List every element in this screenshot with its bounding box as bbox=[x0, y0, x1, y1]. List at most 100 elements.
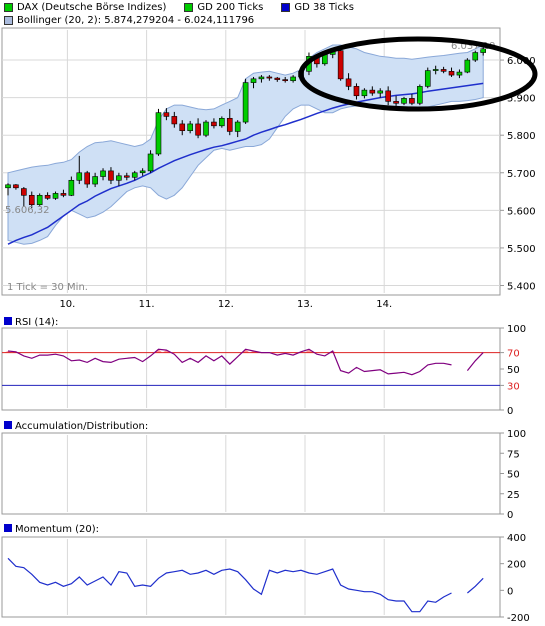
candle bbox=[480, 46, 487, 56]
candle-body bbox=[472, 52, 479, 61]
price-x-axis: 10. 11. 12. 13. 14. bbox=[59, 299, 392, 310]
candle bbox=[124, 172, 130, 181]
candle-body bbox=[424, 70, 431, 87]
candle-body bbox=[266, 76, 273, 79]
candle bbox=[100, 168, 106, 181]
ad-y-tick-label: 100 bbox=[507, 429, 526, 440]
rsi-series bbox=[7, 348, 452, 376]
candle-body bbox=[219, 117, 225, 127]
candle-body bbox=[440, 69, 447, 72]
gd200-legend-swatch bbox=[184, 3, 194, 12]
candle-body bbox=[44, 195, 51, 199]
candle bbox=[282, 76, 289, 83]
candle bbox=[377, 88, 384, 98]
candle bbox=[36, 193, 43, 206]
price-y-tick-label: 5.400 bbox=[507, 281, 536, 292]
candle-body bbox=[28, 195, 35, 206]
candle bbox=[21, 187, 27, 207]
candle bbox=[60, 189, 67, 198]
ad-y-tick-label: 25 bbox=[507, 490, 520, 501]
candle-body bbox=[52, 193, 59, 199]
candle-body bbox=[147, 153, 154, 172]
momentum-y-axis: 400 200 0 -200 bbox=[500, 533, 530, 624]
candle bbox=[393, 95, 399, 106]
candle-body bbox=[234, 121, 241, 132]
momentum-series bbox=[7, 557, 452, 613]
legend-row-1: DAX (Deutsche Börse Indizes) GD 200 Tick… bbox=[4, 1, 354, 14]
candle-body bbox=[448, 71, 455, 76]
rsi-overbought-fill bbox=[4, 349, 337, 353]
candle bbox=[472, 50, 479, 62]
price-x-tick-label: 12. bbox=[218, 299, 234, 310]
candle-body bbox=[60, 193, 67, 196]
momentum-y-tick-label: 0 bbox=[507, 586, 513, 597]
candle-body bbox=[353, 86, 360, 97]
momentum-grid bbox=[66, 539, 385, 615]
gd38-legend-label: GD 38 Ticks bbox=[294, 2, 354, 13]
candle bbox=[44, 192, 51, 200]
price-y-tick-label: 5.500 bbox=[507, 244, 536, 255]
candle-body bbox=[361, 89, 368, 97]
rsi-series bbox=[466, 352, 484, 371]
candle-body bbox=[290, 76, 296, 82]
momentum-line bbox=[7, 557, 484, 613]
rsi-title: RSI (14): bbox=[15, 317, 58, 328]
candle-body bbox=[274, 77, 281, 80]
candle bbox=[242, 78, 249, 124]
ad-y-tick-label: 0 bbox=[507, 510, 513, 521]
candle-body bbox=[377, 90, 384, 94]
candle bbox=[337, 48, 344, 81]
momentum-y-tick-label: 200 bbox=[507, 560, 526, 571]
rsi-y-tick-label: 50 bbox=[507, 365, 520, 376]
candle-body bbox=[84, 172, 90, 185]
candle-body bbox=[155, 112, 162, 155]
momentum-panel-frame bbox=[1, 536, 501, 618]
rsi-y-tick-label: 100 bbox=[507, 324, 526, 335]
price-y-axis: 6.000 5.900 5.800 5.700 5.600 5.500 5.400 bbox=[500, 56, 536, 292]
candle bbox=[361, 88, 368, 99]
candle bbox=[163, 108, 170, 121]
momentum-y-tick-label: -200 bbox=[507, 613, 530, 624]
candle-body bbox=[124, 175, 130, 178]
candle-body bbox=[5, 184, 11, 189]
dax-legend-label: DAX (Deutsche Börse Indizes) bbox=[17, 2, 167, 13]
candle-body bbox=[76, 172, 83, 181]
candle-body bbox=[187, 123, 193, 131]
candle-body bbox=[464, 59, 471, 73]
candle bbox=[131, 170, 138, 181]
candle-body bbox=[385, 90, 391, 102]
ad-grid bbox=[66, 435, 385, 512]
candle-body bbox=[92, 176, 98, 185]
candle-body bbox=[226, 117, 233, 132]
candle-body bbox=[21, 188, 27, 196]
candle bbox=[84, 170, 90, 188]
min-price-label: 5.606,32 bbox=[5, 205, 50, 216]
candle bbox=[5, 183, 11, 196]
candle-body bbox=[13, 184, 19, 189]
candle-body bbox=[242, 82, 249, 123]
ad-y-tick-label: 50 bbox=[507, 470, 520, 481]
rsi-y-tick-label: 0 bbox=[507, 406, 513, 417]
candle bbox=[290, 75, 296, 83]
candle bbox=[108, 167, 114, 185]
candle-body bbox=[345, 78, 352, 87]
price-y-tick-label: 5.700 bbox=[507, 169, 536, 180]
candle-body bbox=[456, 71, 463, 76]
candle bbox=[52, 191, 59, 200]
candle-body bbox=[337, 50, 344, 80]
candle-body bbox=[250, 78, 257, 83]
candle-body bbox=[211, 121, 217, 127]
price-x-tick-label: 10. bbox=[59, 299, 75, 310]
ad-y-axis: 100 75 50 25 0 bbox=[500, 429, 526, 521]
candle bbox=[385, 86, 391, 106]
candle bbox=[139, 168, 146, 176]
rsi-y-axis: 100 70 50 30 0 bbox=[500, 324, 526, 417]
bollinger-legend-label: Bollinger (20, 2): 5.874,279204 - 6.024,… bbox=[17, 15, 255, 26]
rsi-grid bbox=[66, 330, 385, 408]
rsi-line bbox=[7, 348, 484, 376]
candle bbox=[147, 150, 154, 173]
candle bbox=[203, 120, 209, 138]
candle-body bbox=[432, 69, 439, 71]
candle bbox=[116, 172, 122, 186]
candle bbox=[440, 66, 447, 74]
